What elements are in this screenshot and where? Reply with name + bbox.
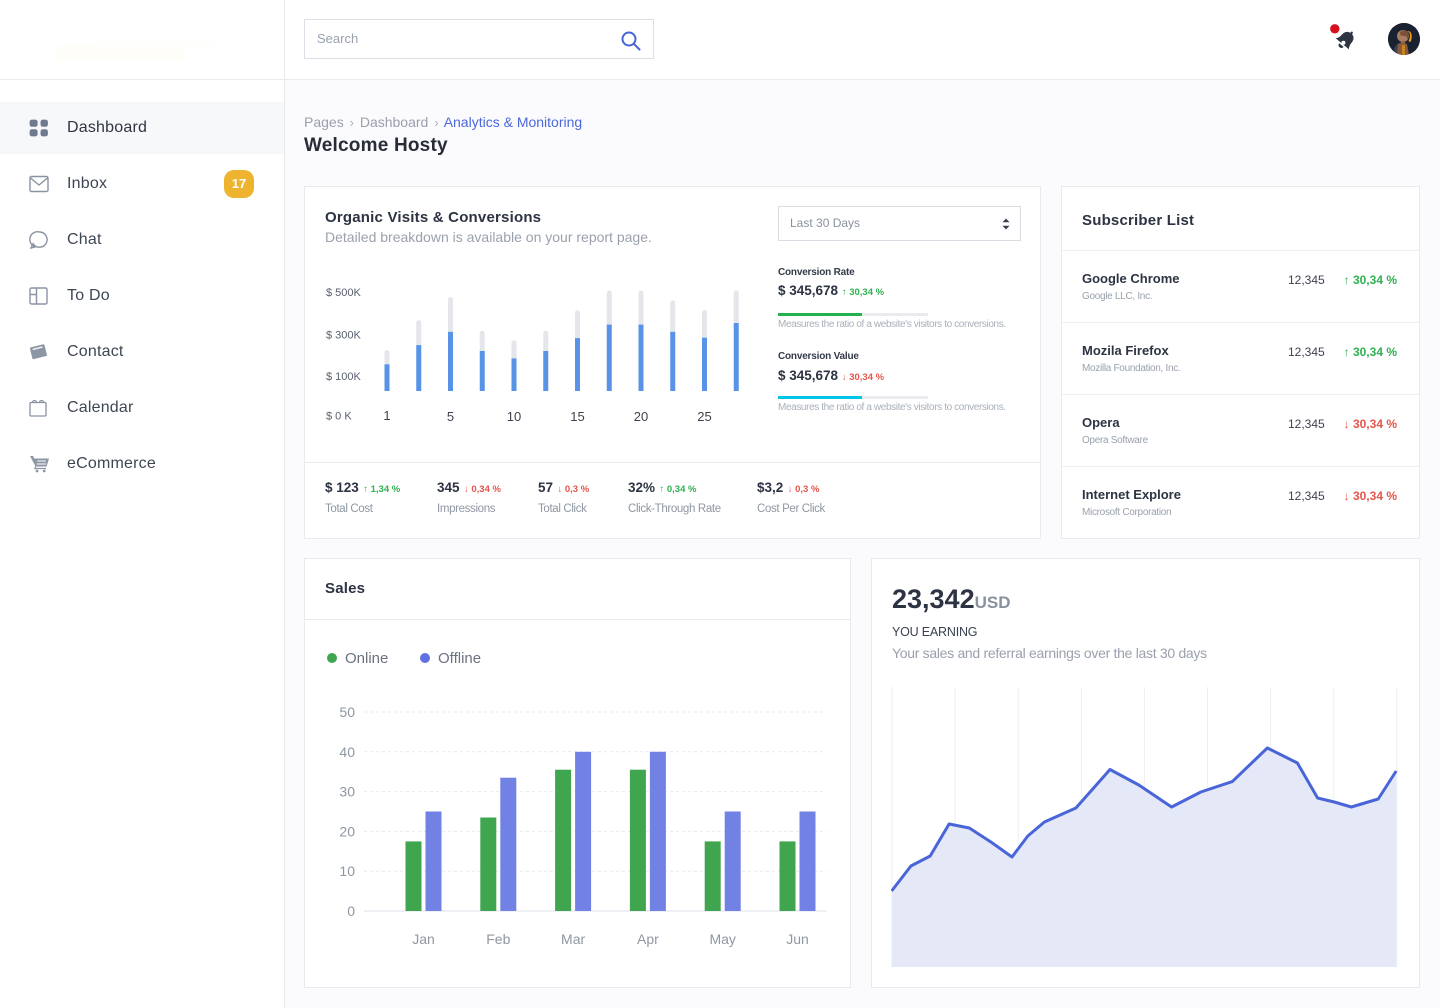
svg-text:Feb: Feb	[486, 931, 510, 947]
svg-text:Jan: Jan	[412, 931, 435, 947]
svg-text:15: 15	[570, 409, 584, 424]
svg-text:30: 30	[339, 784, 355, 800]
svg-text:$ 500K: $ 500K	[326, 287, 362, 299]
svg-text:Apr: Apr	[637, 931, 659, 947]
svg-text:1: 1	[383, 408, 390, 423]
svg-text:Jun: Jun	[786, 931, 809, 947]
svg-text:25: 25	[697, 409, 711, 424]
svg-text:0: 0	[347, 903, 355, 919]
svg-text:20: 20	[634, 409, 648, 424]
svg-text:40: 40	[339, 744, 355, 760]
svg-text:5: 5	[447, 409, 454, 424]
svg-text:10: 10	[507, 409, 521, 424]
svg-text:$ 300K: $ 300K	[326, 330, 362, 342]
svg-text:20: 20	[339, 823, 355, 839]
svg-text:May: May	[709, 931, 735, 947]
svg-text:$ 100K: $ 100K	[326, 371, 362, 383]
svg-text:10: 10	[339, 863, 355, 879]
svg-text:50: 50	[339, 704, 355, 720]
svg-text:Mar: Mar	[561, 931, 585, 947]
svg-text:$ 0 K: $ 0 K	[326, 411, 352, 423]
